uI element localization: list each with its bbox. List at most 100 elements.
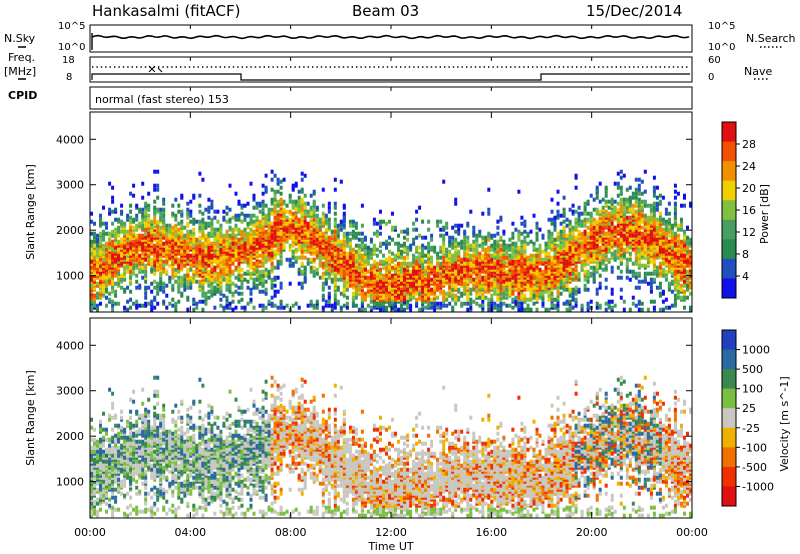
power-cell xyxy=(559,229,563,234)
power-cell xyxy=(475,247,479,252)
power-cell xyxy=(240,229,244,234)
power-cell xyxy=(592,217,596,222)
power-cell xyxy=(544,241,548,246)
power-cell xyxy=(487,237,491,242)
power-cell xyxy=(312,217,316,222)
power-cell xyxy=(583,277,587,282)
power-cell xyxy=(90,253,93,258)
power-cell xyxy=(595,185,599,190)
power-cell xyxy=(102,283,105,288)
power-cell xyxy=(379,267,382,272)
power-cell xyxy=(550,297,554,302)
power-cell xyxy=(258,269,262,274)
power-cell xyxy=(451,293,455,298)
power-cell xyxy=(372,217,376,222)
power-cell xyxy=(333,273,337,278)
power-cell xyxy=(213,245,217,250)
power-cell xyxy=(363,249,367,254)
power-cell xyxy=(616,217,620,222)
power-cell xyxy=(309,193,313,198)
power-cell xyxy=(544,247,548,252)
power-cell xyxy=(457,241,461,246)
power-cell xyxy=(162,253,166,258)
power-cell xyxy=(264,287,268,292)
power-cell xyxy=(508,247,512,252)
power-cell xyxy=(348,283,352,288)
power-cell xyxy=(475,259,479,264)
power-cell xyxy=(189,267,193,272)
power-cell xyxy=(312,199,316,204)
power-cell xyxy=(264,213,268,218)
power-cell xyxy=(273,249,277,254)
power-cell xyxy=(391,257,394,262)
power-cell xyxy=(240,305,244,310)
power-cell xyxy=(138,221,142,226)
power-cell xyxy=(156,227,160,232)
power-cell xyxy=(162,263,166,268)
power-cell xyxy=(469,243,473,248)
power-cell xyxy=(586,301,590,306)
power-cell xyxy=(159,253,163,258)
power-cell xyxy=(267,207,271,212)
power-cell xyxy=(279,197,283,202)
power-cell xyxy=(141,211,145,216)
power-cell xyxy=(553,303,557,308)
power-cell xyxy=(562,261,566,266)
power-cell xyxy=(418,255,422,260)
power-cell xyxy=(532,245,536,250)
power-cell xyxy=(120,261,124,266)
power-cell xyxy=(135,217,139,222)
power-cell xyxy=(571,209,575,214)
power-cell xyxy=(457,295,461,300)
power-cell xyxy=(150,257,154,262)
power-cell xyxy=(216,227,220,232)
power-cell xyxy=(111,195,115,200)
power-cell xyxy=(439,249,443,254)
power-cell xyxy=(153,243,157,248)
power-cell xyxy=(505,287,509,292)
power-cell xyxy=(330,243,334,248)
power-cell xyxy=(159,225,163,230)
power-cell xyxy=(415,245,419,250)
power-cell xyxy=(228,241,232,246)
power-cell xyxy=(496,253,500,258)
power-cell xyxy=(514,259,518,264)
power-cell xyxy=(369,293,373,298)
power-cell xyxy=(433,273,437,278)
power-cell xyxy=(231,235,235,240)
power-cell xyxy=(604,263,608,268)
power-cell xyxy=(562,207,566,212)
power-cell xyxy=(622,173,626,178)
power-cell xyxy=(487,231,491,236)
power-cell xyxy=(213,285,217,290)
power-cell xyxy=(589,211,593,216)
power-cell xyxy=(102,205,105,210)
power-cell xyxy=(535,247,539,252)
power-cell xyxy=(559,253,563,258)
power-cell xyxy=(499,301,503,306)
power-cell xyxy=(192,249,196,254)
power-cell xyxy=(565,217,569,222)
power-cell xyxy=(189,199,193,204)
power-cell xyxy=(144,253,148,258)
power-cell xyxy=(321,275,325,280)
power-cell xyxy=(255,283,259,288)
power-cell xyxy=(108,207,112,212)
power-cell xyxy=(511,247,515,252)
power-cell xyxy=(457,253,461,258)
power-cell xyxy=(276,209,280,214)
power-cell xyxy=(406,295,410,300)
power-cell xyxy=(388,235,391,240)
power-cell xyxy=(421,243,425,248)
power-cell xyxy=(243,217,247,222)
power-cell xyxy=(312,209,316,214)
power-cell xyxy=(388,241,391,246)
power-cell xyxy=(622,307,626,312)
power-cell xyxy=(327,271,331,276)
power-cell xyxy=(580,243,584,248)
power-cell xyxy=(403,247,406,252)
power-cell xyxy=(279,299,283,304)
power-cell xyxy=(288,209,292,214)
power-cell xyxy=(183,273,187,278)
power-cell xyxy=(427,265,431,270)
